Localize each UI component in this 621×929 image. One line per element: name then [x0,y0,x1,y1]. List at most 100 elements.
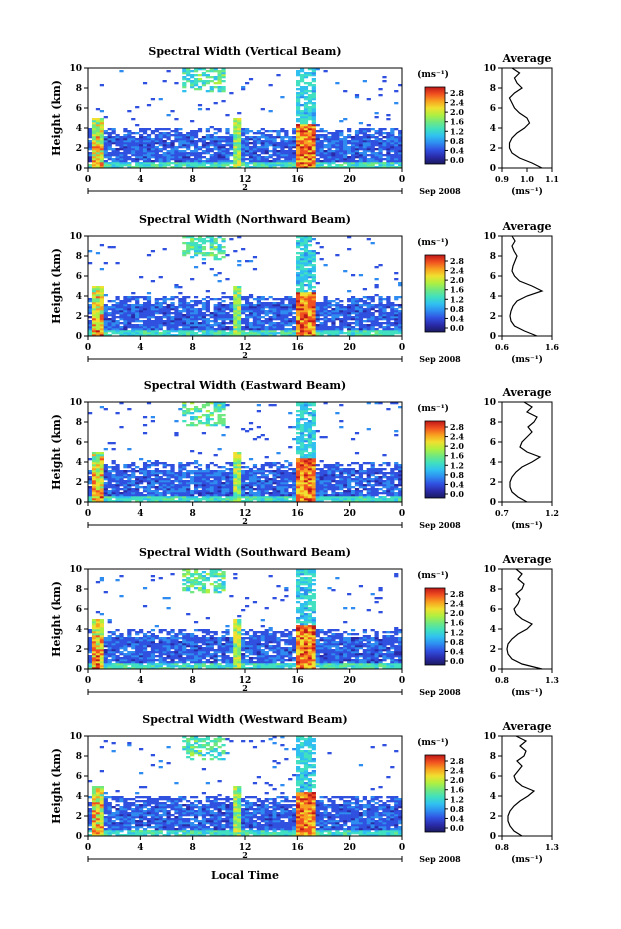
heatmap-cell [127,144,132,147]
heatmap-cell [296,98,301,101]
heatmap-cell [248,158,254,161]
heatmap-cell [237,484,242,487]
heatmap-cell [150,312,156,315]
heatmap-cell [88,310,93,313]
y-tick-label: 4 [76,292,82,302]
heatmap-cell [162,478,167,481]
heatmap-cell [280,304,285,307]
heatmap-cell [299,438,305,441]
heatmap-cell [245,148,250,151]
heatmap-cell [115,330,120,333]
heatmap-cell [284,330,289,333]
heatmap-cell [307,486,313,489]
heatmap-cell [217,406,222,409]
heatmap-cell [331,322,336,325]
heatmap-cell [354,490,360,493]
heatmap-cell [99,120,104,123]
heatmap-cell [91,318,97,321]
heatmap-cell [127,162,132,165]
heatmap-cell [347,304,352,307]
heatmap-cell [127,330,132,333]
heatmap-cell [193,296,199,299]
heatmap-cell [221,500,226,503]
heatmap-cell [307,90,313,93]
heatmap-cell [193,254,199,257]
heatmap-cell [166,324,171,327]
heatmap-cell [335,500,340,503]
heatmap-cell [323,152,328,155]
heatmap-cell [233,500,238,503]
heatmap-cell [190,424,195,427]
heatmap-cell [284,154,289,157]
heatmap-cell [193,156,199,159]
heatmap-cell [131,160,136,163]
heatmap-cell [252,150,258,153]
heatmap-cell [288,312,293,315]
heatmap-cell [229,328,234,331]
heatmap-cell [178,466,183,469]
heatmap-cell [233,148,238,151]
heatmap-cell [233,324,238,327]
heatmap-cell [327,476,332,479]
heatmap-cell [91,314,97,317]
heatmap-cell [299,292,305,295]
heatmap-cell [311,446,316,449]
heatmap-cell [358,148,364,151]
heatmap-cell [296,438,301,441]
heatmap-cell [347,480,352,483]
heatmap-cell [323,146,328,149]
heatmap-cell [182,138,187,141]
heatmap-cell [303,242,309,245]
heatmap-cell [190,164,195,167]
heatmap-cell [237,294,242,297]
heatmap-cell [362,134,367,137]
heatmap-cell [280,478,285,481]
heatmap-cell [150,130,156,133]
heatmap-cell [99,110,104,113]
heatmap-cell [323,466,328,469]
heatmap-cell [358,144,364,147]
heatmap-cell [303,318,309,321]
heatmap-cell [374,144,379,147]
heatmap-cell [190,140,195,143]
heatmap-cell [288,164,293,167]
heatmap-cell [256,300,261,303]
heatmap-cell [123,476,128,479]
heatmap-cell [225,306,230,309]
heatmap-cell [354,310,360,313]
heatmap-cell [99,310,104,313]
heatmap-cell [252,138,258,141]
heatmap-cell [193,132,199,135]
heatmap-cell [123,496,128,499]
heatmap-cell [193,302,199,305]
heatmap-cell [99,324,104,327]
heatmap-cell [186,488,191,491]
heatmap-cell [146,492,152,495]
heatmap-cell [370,152,375,155]
heatmap-cell [343,324,348,327]
heatmap-cell [158,472,163,475]
heatmap-cell [307,324,313,327]
heatmap-cell [296,404,301,407]
heatmap-cell [299,496,305,499]
heatmap-cell [99,460,104,463]
heatmap-cell [276,310,281,313]
heatmap-cell [217,130,222,133]
heatmap-cell [307,334,313,337]
heatmap-cell [139,306,144,309]
heatmap-cell [288,162,293,165]
heatmap-cell [217,470,222,473]
heatmap-cell [190,308,195,311]
heatmap-cell [107,500,112,503]
heatmap-cell [221,404,226,407]
heatmap-cell [386,332,391,335]
heatmap-cell [182,476,187,479]
heatmap-cell [370,316,375,319]
heatmap-cell [174,314,179,317]
heatmap-cell [103,468,108,471]
heatmap-cell [350,306,356,309]
heatmap-cell [205,478,210,481]
heatmap-cell [162,144,167,147]
heatmap-cell [182,86,187,89]
heatmap-cell [390,140,395,143]
